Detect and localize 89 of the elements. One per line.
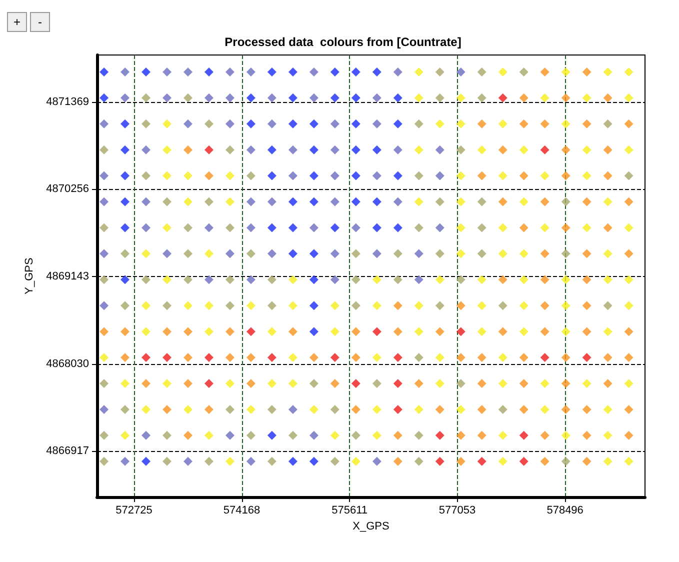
point [120, 145, 130, 154]
y-axis-title: Y_GPS [24, 258, 36, 294]
y-tick-label: 4868030 [46, 358, 89, 370]
point [519, 430, 528, 440]
point [267, 145, 276, 154]
point [246, 93, 256, 102]
point [246, 327, 256, 336]
point [372, 145, 382, 154]
point [142, 67, 151, 76]
y-tick-label: 4870256 [46, 183, 89, 196]
point [540, 353, 550, 362]
point [393, 171, 402, 180]
point [372, 67, 382, 76]
x-tick-label: 578496 [546, 504, 584, 516]
point [372, 197, 382, 206]
point [267, 171, 276, 180]
point [582, 353, 592, 362]
point [351, 93, 360, 102]
point [204, 67, 214, 76]
point [309, 249, 318, 258]
point [330, 353, 340, 362]
x-tick-label: 574168 [223, 504, 260, 516]
chart-title: Processed data colours from [Countrate] [224, 35, 462, 49]
point [100, 67, 109, 76]
point [309, 275, 318, 284]
point [351, 197, 360, 206]
point [120, 171, 130, 180]
point [309, 197, 318, 206]
point [309, 456, 318, 466]
point [393, 353, 402, 362]
point [309, 171, 318, 180]
point [330, 67, 340, 76]
point [120, 223, 130, 232]
zoom-button: + [7, 12, 27, 32]
point [351, 171, 360, 180]
point [162, 353, 172, 362]
zoom-button: - [30, 12, 50, 32]
point [288, 67, 298, 76]
point [120, 275, 130, 284]
point [519, 456, 528, 466]
x-tick-label: 572725 [116, 504, 152, 516]
point [288, 249, 298, 258]
point [204, 353, 214, 362]
point [372, 327, 382, 336]
point [393, 379, 402, 388]
point [393, 404, 402, 414]
point [288, 119, 298, 128]
point [309, 301, 318, 310]
point [267, 430, 276, 440]
point [204, 379, 214, 388]
y-tick-label: 4866917 [46, 445, 89, 458]
point [120, 197, 130, 206]
point [246, 119, 256, 128]
x-tick-label: 577053 [438, 504, 476, 516]
point [288, 93, 298, 102]
point [309, 145, 318, 154]
point [393, 223, 402, 232]
point [393, 119, 402, 128]
point [393, 93, 402, 102]
point [142, 353, 151, 362]
point [372, 223, 382, 232]
point [288, 223, 298, 232]
point [267, 223, 276, 232]
x-tick-label: 575611 [332, 504, 368, 516]
point [288, 197, 298, 206]
point [477, 456, 486, 466]
point [456, 327, 466, 336]
y-tick-label: 4871369 [46, 96, 89, 108]
point [309, 119, 318, 128]
point [267, 67, 276, 76]
point [330, 223, 340, 232]
point [309, 327, 318, 336]
point [330, 93, 340, 102]
point [351, 379, 360, 388]
point [351, 145, 360, 154]
point [435, 430, 444, 440]
point [435, 456, 444, 466]
point [351, 67, 360, 76]
point [142, 456, 151, 466]
point [540, 145, 550, 154]
point [100, 93, 109, 102]
point [267, 353, 276, 362]
point [288, 456, 298, 466]
point [498, 93, 508, 102]
point [120, 119, 130, 128]
y-tick-label: 4869143 [46, 270, 89, 283]
x-axis-title: X_GPS [352, 520, 390, 532]
point [204, 145, 214, 154]
point [351, 119, 360, 128]
